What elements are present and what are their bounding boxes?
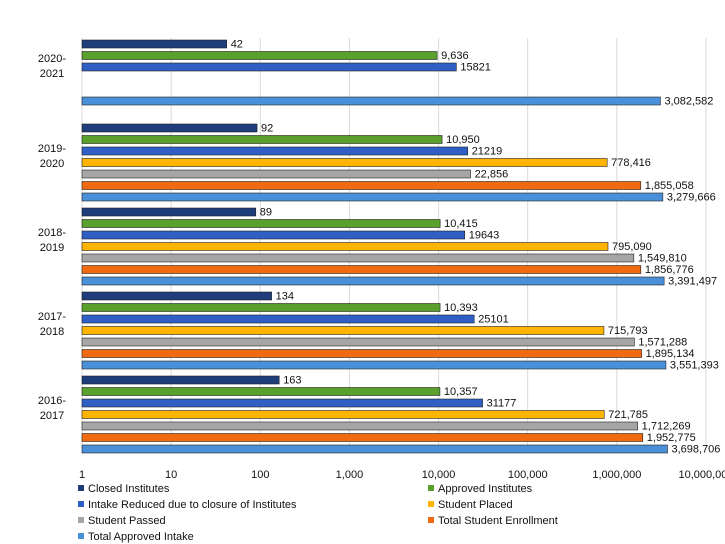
data-label: 795,090 bbox=[612, 241, 652, 253]
data-label: 721,785 bbox=[608, 409, 648, 421]
legend-label: Student Placed bbox=[438, 499, 513, 511]
data-label: 1,571,288 bbox=[638, 337, 687, 349]
group-labels: 2020-2021 2019-2020 2018-2019 2017-2018 2016… bbox=[38, 53, 66, 422]
x-tick-label: 1,000 bbox=[336, 469, 364, 481]
legend-label: Closed Institutes bbox=[88, 483, 170, 495]
bar bbox=[81, 303, 441, 312]
data-label: 1,952,775 bbox=[647, 432, 696, 444]
x-tick-label: 1 bbox=[79, 469, 85, 481]
bar bbox=[81, 39, 228, 49]
data-label: 1,712,269 bbox=[642, 421, 691, 433]
bar bbox=[81, 444, 668, 454]
x-tick-label: 10,000,000 bbox=[678, 469, 725, 481]
data-label: 163 bbox=[283, 375, 301, 387]
bar bbox=[81, 242, 609, 251]
bar bbox=[81, 253, 635, 263]
bar bbox=[81, 219, 441, 228]
data-label: 9,636 bbox=[441, 50, 469, 62]
group-label: 2016-2017 bbox=[38, 395, 66, 422]
data-label: 10,393 bbox=[444, 302, 478, 314]
bar bbox=[81, 375, 280, 385]
bar bbox=[81, 230, 466, 240]
bar bbox=[81, 314, 475, 324]
bar bbox=[81, 265, 642, 274]
bar bbox=[81, 181, 642, 190]
legend-label: Total Student Enrollment bbox=[438, 515, 558, 527]
legend-label: Student Passed bbox=[88, 515, 166, 527]
group-label: 2017-2018 bbox=[38, 311, 66, 338]
bar bbox=[81, 135, 443, 144]
data-label: 89 bbox=[260, 207, 272, 219]
bar bbox=[81, 421, 638, 431]
x-axis-ticks: 1 10 100 1,000 10,000 100,000 1,000,000 10,000,… bbox=[79, 469, 725, 481]
data-label: 92 bbox=[261, 123, 273, 135]
data-label: 3,391,497 bbox=[668, 276, 717, 288]
bar bbox=[81, 387, 441, 396]
group-label: 2020-2021 bbox=[38, 53, 66, 80]
group-label: 2018-2019 bbox=[38, 227, 66, 254]
data-label: 1,856,776 bbox=[645, 264, 694, 276]
data-label: 1,549,810 bbox=[638, 253, 687, 265]
bar bbox=[81, 207, 257, 217]
data-label: 21219 bbox=[472, 146, 503, 158]
data-label: 25101 bbox=[478, 314, 509, 326]
bar bbox=[81, 169, 471, 179]
legend-swatch bbox=[78, 485, 84, 491]
bar bbox=[81, 349, 642, 358]
bar bbox=[81, 433, 644, 442]
legend-label: Intake Reduced due to closure of Institu… bbox=[88, 499, 297, 511]
legend-swatch bbox=[428, 485, 434, 491]
data-label: 31177 bbox=[487, 398, 517, 410]
legend: Closed Institutes Approved Institutes Inta… bbox=[78, 483, 558, 543]
data-label: 778,416 bbox=[611, 157, 651, 169]
data-label: 10,950 bbox=[446, 134, 480, 146]
x-tick-label: 100 bbox=[251, 469, 269, 481]
data-label: 3,279,666 bbox=[667, 192, 716, 204]
bar bbox=[81, 326, 605, 335]
bar bbox=[81, 96, 661, 106]
data-label: 3,551,393 bbox=[670, 360, 719, 372]
legend-label: Total Approved Intake bbox=[88, 531, 194, 543]
bars bbox=[81, 39, 668, 454]
data-label: 3,698,706 bbox=[671, 444, 720, 456]
bar bbox=[81, 398, 483, 408]
legend-swatch bbox=[428, 517, 434, 523]
bar bbox=[81, 51, 438, 60]
bar bbox=[81, 360, 667, 370]
bar bbox=[81, 291, 272, 301]
legend-swatch bbox=[78, 501, 84, 507]
data-label: 715,793 bbox=[608, 325, 648, 337]
group-label: 2019-2020 bbox=[38, 143, 66, 170]
x-tick-label: 100,000 bbox=[508, 469, 548, 481]
x-tick-label: 10 bbox=[165, 469, 177, 481]
bar bbox=[81, 146, 468, 156]
data-label: 10,357 bbox=[444, 386, 478, 398]
data-label: 10,415 bbox=[444, 218, 478, 230]
legend-swatch bbox=[78, 517, 84, 523]
legend-swatch bbox=[428, 501, 434, 507]
data-label: 22,856 bbox=[475, 169, 509, 181]
data-label: 15821 bbox=[460, 62, 491, 74]
data-label: 19643 bbox=[469, 230, 500, 242]
data-label: 1,895,134 bbox=[646, 348, 695, 360]
bar bbox=[81, 410, 605, 419]
legend-swatch bbox=[78, 533, 84, 539]
bar bbox=[81, 158, 608, 167]
x-tick-label: 1,000,000 bbox=[592, 469, 641, 481]
bar bbox=[81, 276, 665, 286]
legend-label: Approved Institutes bbox=[438, 483, 533, 495]
bar bbox=[81, 337, 635, 347]
data-label: 3,082,582 bbox=[664, 96, 713, 108]
bar bbox=[81, 192, 664, 202]
data-label: 134 bbox=[276, 291, 294, 303]
data-label: 1,855,058 bbox=[645, 180, 694, 192]
bar bbox=[81, 62, 457, 72]
data-label: 42 bbox=[231, 39, 243, 51]
x-tick-label: 10,000 bbox=[422, 469, 456, 481]
bar bbox=[81, 123, 258, 133]
